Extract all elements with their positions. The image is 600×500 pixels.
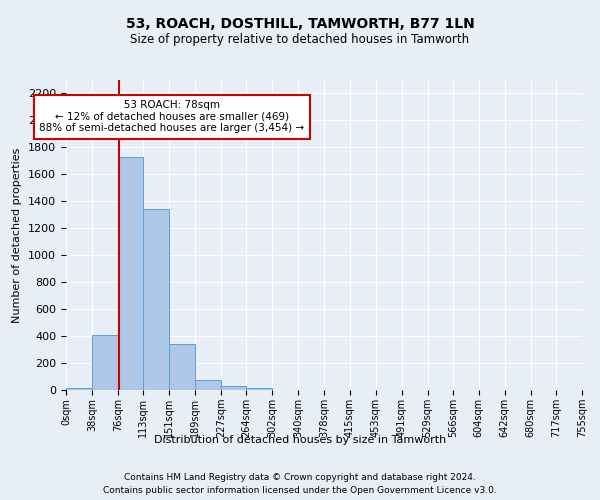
Bar: [221, 386, 247, 390]
Text: 53, ROACH, DOSTHILL, TAMWORTH, B77 1LN: 53, ROACH, DOSTHILL, TAMWORTH, B77 1LN: [125, 18, 475, 32]
Text: Distribution of detached houses by size in Tamworth: Distribution of detached houses by size …: [154, 435, 446, 445]
Bar: [143, 210, 169, 390]
Bar: [92, 334, 118, 390]
Text: Size of property relative to detached houses in Tamworth: Size of property relative to detached ho…: [130, 32, 470, 46]
Bar: [118, 157, 143, 390]
Text: Contains public sector information licensed under the Open Government Licence v3: Contains public sector information licen…: [103, 486, 497, 495]
Text: Contains HM Land Registry data © Crown copyright and database right 2024.: Contains HM Land Registry data © Crown c…: [124, 472, 476, 482]
Y-axis label: Number of detached properties: Number of detached properties: [13, 148, 22, 322]
Bar: [66, 388, 92, 390]
Bar: [195, 380, 221, 390]
Text: 53 ROACH: 78sqm   
← 12% of detached houses are smaller (469)
88% of semi-detach: 53 ROACH: 78sqm ← 12% of detached houses…: [40, 100, 304, 134]
Bar: [169, 344, 195, 390]
Bar: [247, 388, 272, 390]
